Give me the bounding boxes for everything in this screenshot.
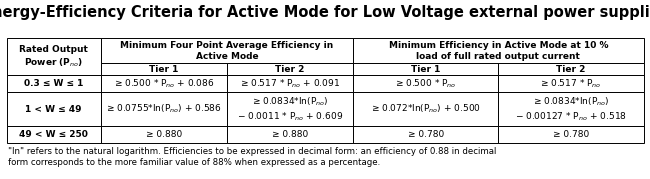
Bar — [499, 92, 644, 126]
Bar — [101, 75, 227, 92]
Text: ≥ 0.500 * P$_{no}$ + 0.086: ≥ 0.500 * P$_{no}$ + 0.086 — [114, 78, 214, 90]
Text: 1 < W ≤ 49: 1 < W ≤ 49 — [25, 105, 82, 114]
Bar — [101, 63, 227, 75]
Text: ≥ 0.500 * P$_{no}$: ≥ 0.500 * P$_{no}$ — [395, 78, 456, 90]
Bar — [353, 63, 499, 75]
Text: ≥ 0.517 * P$_{no}$: ≥ 0.517 * P$_{no}$ — [540, 78, 602, 90]
Bar — [101, 38, 353, 63]
Text: 49 < W ≤ 250: 49 < W ≤ 250 — [20, 130, 88, 139]
Text: ≥ 0.0834*ln(P$_{no}$)
− 0.00127 * P$_{no}$ + 0.518: ≥ 0.0834*ln(P$_{no}$) − 0.00127 * P$_{no… — [515, 95, 627, 123]
Bar — [353, 92, 499, 126]
Bar — [227, 92, 353, 126]
Bar — [227, 63, 353, 75]
Text: Tier 2: Tier 2 — [556, 65, 586, 74]
Bar — [101, 92, 227, 126]
Text: Rated Output
Power (P$_{no}$): Rated Output Power (P$_{no}$) — [20, 45, 88, 69]
Bar — [6, 75, 101, 92]
Text: ≥ 0.0755*ln(P$_{no}$) + 0.586: ≥ 0.0755*ln(P$_{no}$) + 0.586 — [106, 103, 222, 115]
Bar — [6, 38, 101, 75]
Text: ≥ 0.517 * P$_{no}$ + 0.091: ≥ 0.517 * P$_{no}$ + 0.091 — [240, 78, 340, 90]
Text: 0.3 ≤ W ≤ 1: 0.3 ≤ W ≤ 1 — [24, 79, 83, 88]
Text: ≥ 0.880: ≥ 0.880 — [272, 130, 308, 139]
Text: ≥ 0.780: ≥ 0.780 — [552, 130, 589, 139]
Bar — [499, 63, 644, 75]
Bar — [227, 126, 353, 143]
Bar — [6, 126, 101, 143]
Bar — [499, 126, 644, 143]
Text: Minimum Efficiency in Active Mode at 10 %
load of full rated output current: Minimum Efficiency in Active Mode at 10 … — [389, 41, 608, 61]
Text: Tier 2: Tier 2 — [276, 65, 305, 74]
Bar — [101, 126, 227, 143]
Text: ≥ 0.780: ≥ 0.780 — [408, 130, 444, 139]
Text: Energy-Efficiency Criteria for Active Mode for Low Voltage external power suppli: Energy-Efficiency Criteria for Active Mo… — [0, 5, 650, 20]
Text: Tier 1: Tier 1 — [411, 65, 440, 74]
Bar — [353, 75, 499, 92]
Text: ≥ 0.880: ≥ 0.880 — [146, 130, 182, 139]
Text: ≥ 0.072*ln(P$_{no}$) + 0.500: ≥ 0.072*ln(P$_{no}$) + 0.500 — [370, 103, 480, 115]
Bar — [353, 126, 499, 143]
Bar — [6, 92, 101, 126]
Text: Tier 1: Tier 1 — [149, 65, 179, 74]
Text: "ln" refers to the natural logarithm. Efficiencies to be expressed in decimal fo: "ln" refers to the natural logarithm. Ef… — [8, 147, 497, 167]
Bar — [353, 38, 644, 63]
Bar — [499, 75, 644, 92]
Bar — [227, 75, 353, 92]
Text: ≥ 0.0834*ln(P$_{no}$)
− 0.0011 * P$_{no}$ + 0.609: ≥ 0.0834*ln(P$_{no}$) − 0.0011 * P$_{no}… — [237, 95, 343, 123]
Text: Minimum Four Point Average Efficiency in
Active Mode: Minimum Four Point Average Efficiency in… — [120, 41, 333, 61]
